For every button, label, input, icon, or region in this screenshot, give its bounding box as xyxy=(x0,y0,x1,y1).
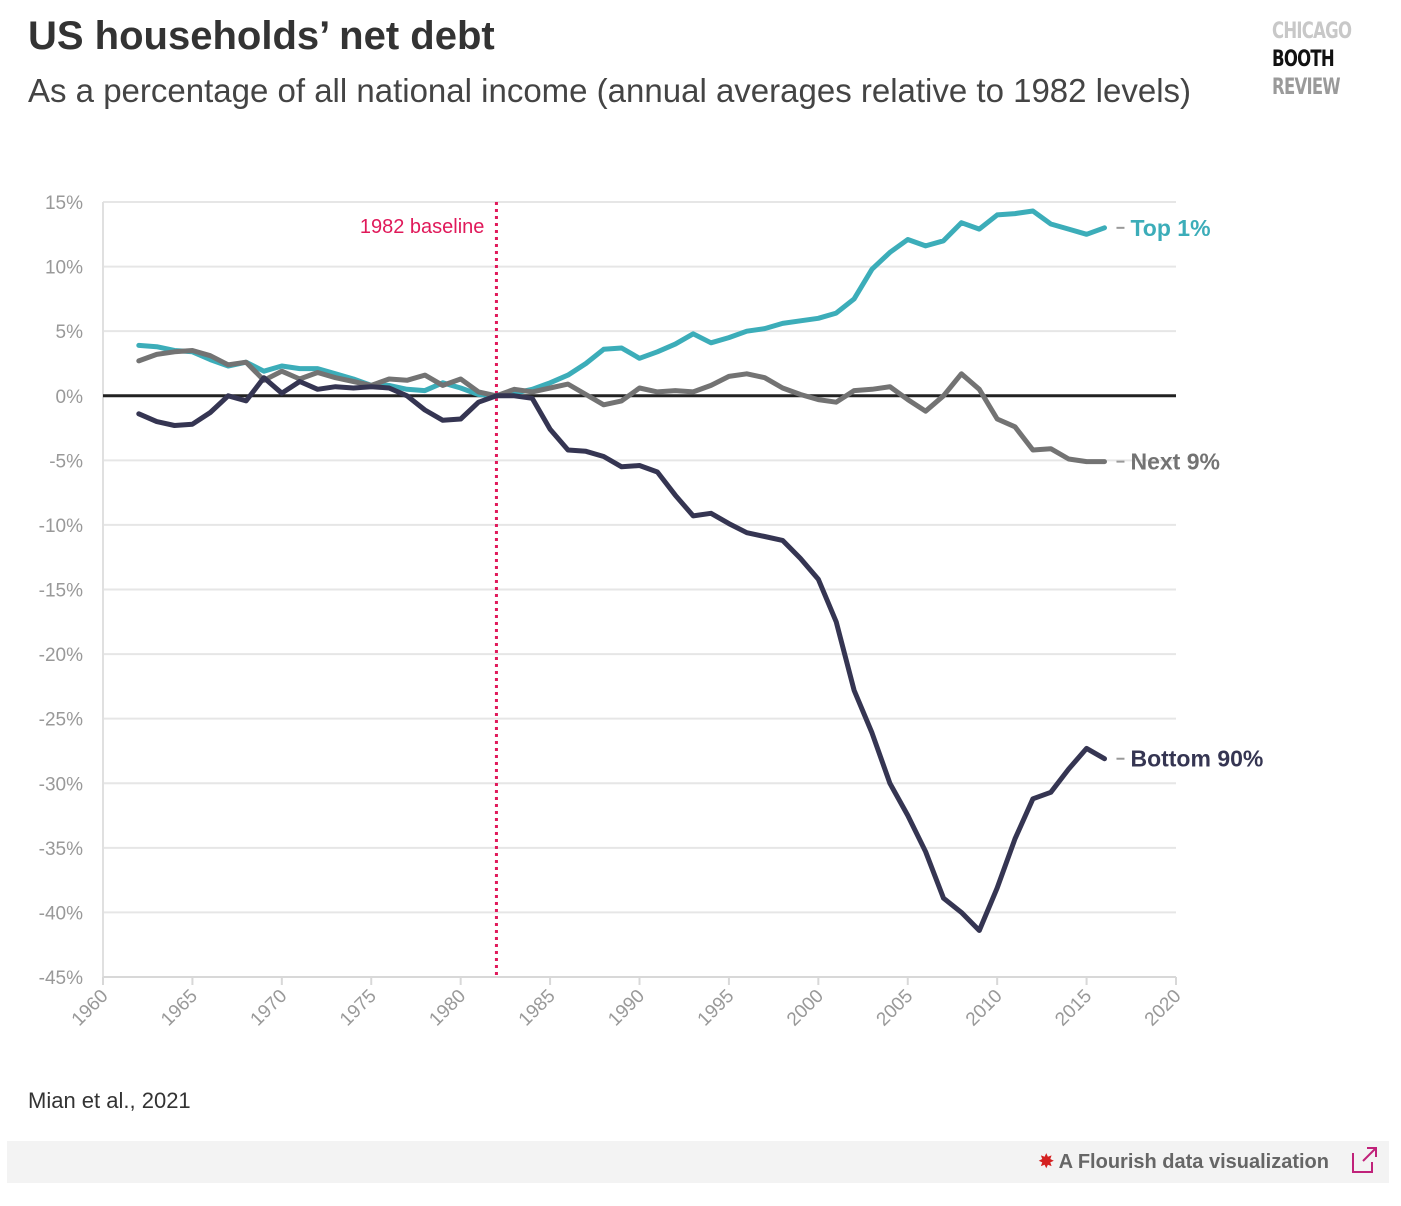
x-tick-label: 2000 xyxy=(783,986,828,1031)
external-link-icon[interactable] xyxy=(1349,1145,1379,1175)
series-line xyxy=(136,375,1107,933)
flourish-credit-label: A Flourish data visualization xyxy=(1058,1151,1329,1173)
x-tick-label: 1970 xyxy=(247,986,292,1031)
y-tick-label: -20% xyxy=(39,645,83,666)
y-tick-label: 10% xyxy=(45,258,83,279)
x-tick-label: 2005 xyxy=(873,986,918,1031)
source-note: Mian et al., 2021 xyxy=(28,1088,191,1113)
x-tick-label: 1980 xyxy=(425,986,470,1031)
x-tick-label: 2015 xyxy=(1051,986,1096,1031)
y-tick-label: -35% xyxy=(39,839,83,860)
line-chart: 15% 10% 5% 0% -5% -10% -15% -20% -25% -30% -35% -40… xyxy=(39,193,1264,1031)
series-end-label: Top 1% xyxy=(1130,215,1210,241)
chart-title: US households’ net debt xyxy=(28,14,495,58)
y-tick-label: -25% xyxy=(39,710,83,731)
y-tick-label: -45% xyxy=(39,968,83,989)
x-tick-label: 1995 xyxy=(694,986,739,1031)
y-tick-label: -15% xyxy=(39,581,83,602)
y-tick-label: 0% xyxy=(56,387,84,408)
x-tick-label: 1965 xyxy=(157,986,202,1031)
y-tick-label: -5% xyxy=(49,451,83,472)
x-tick-label: 2010 xyxy=(962,986,1007,1031)
logo-line-2: BOOTH xyxy=(1272,47,1335,72)
x-tick-label: 2020 xyxy=(1141,986,1186,1031)
flourish-credit-link[interactable]: ✸ A Flourish data visualization xyxy=(1038,1149,1329,1174)
chicago-booth-review-logo: CHICAGO BOOTH REVIEW xyxy=(1272,18,1352,102)
logo-line-3: REVIEW xyxy=(1272,75,1341,100)
x-tick-label: 1985 xyxy=(515,986,560,1031)
x-tick-label: 1990 xyxy=(604,986,649,1031)
series-end-label: Bottom 90% xyxy=(1130,746,1263,772)
series-end-label: Next 9% xyxy=(1130,449,1219,475)
x-tick-label: 1960 xyxy=(68,986,113,1031)
flourish-footer: ✸ A Flourish data visualization xyxy=(7,1141,1389,1183)
y-tick-label: -40% xyxy=(39,903,83,924)
y-tick-label: 15% xyxy=(45,193,83,214)
baseline-label: 1982 baseline xyxy=(360,216,485,238)
logo-line-1: CHICAGO xyxy=(1272,19,1352,44)
y-tick-label: -30% xyxy=(39,774,83,795)
x-tick-label: 1975 xyxy=(336,986,381,1031)
flourish-star-icon: ✸ xyxy=(1037,1151,1055,1173)
chart-subtitle: As a percentage of all national income (… xyxy=(28,72,1192,109)
y-tick-label: -10% xyxy=(39,516,83,537)
y-tick-label: 5% xyxy=(56,322,84,343)
series-line xyxy=(136,208,1107,399)
